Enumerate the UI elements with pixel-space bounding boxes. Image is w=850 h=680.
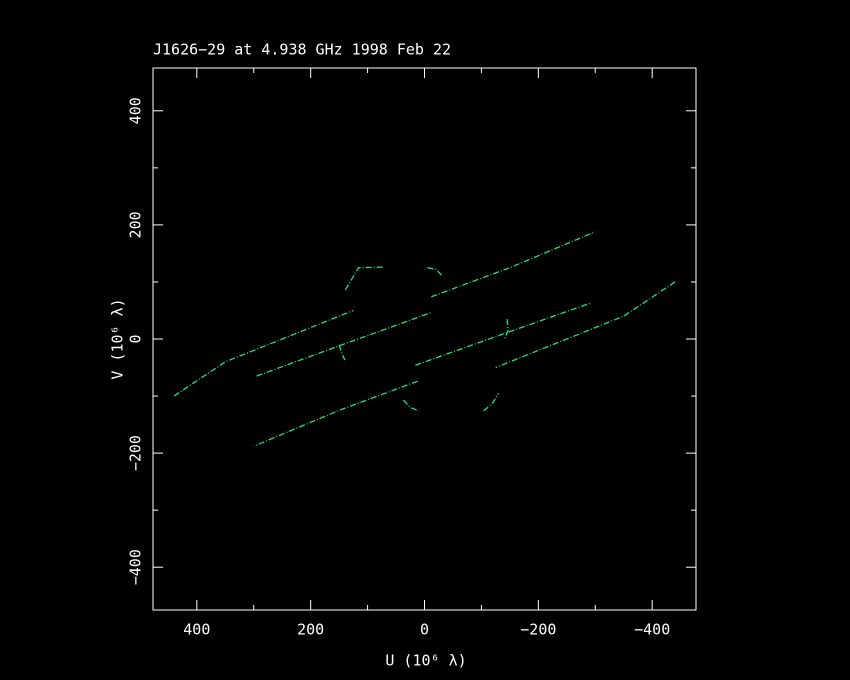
uv-track xyxy=(495,281,676,369)
y-tick-label: 400 xyxy=(127,97,145,124)
uv-track xyxy=(338,344,346,361)
x-tick-label: −400 xyxy=(634,621,670,639)
y-tick-label: −400 xyxy=(127,549,145,585)
uv-track xyxy=(503,318,509,341)
x-tick-label: 400 xyxy=(183,621,210,639)
y-tick-label: 0 xyxy=(127,334,145,343)
plot-frame xyxy=(152,67,697,611)
uv-track xyxy=(427,267,443,276)
x-tick-label: 200 xyxy=(297,621,324,639)
y-axis-label: V (10⁶ λ) xyxy=(109,298,127,379)
x-tick-label: −200 xyxy=(520,621,556,639)
uv-track xyxy=(415,302,591,366)
uv-track xyxy=(431,231,596,298)
x-tick-label: 0 xyxy=(420,621,429,639)
y-tick-label: −200 xyxy=(127,435,145,471)
uv-track xyxy=(483,392,500,412)
uv-track xyxy=(344,266,384,291)
uv-track xyxy=(173,309,354,397)
uv-track xyxy=(256,312,431,377)
uv-track xyxy=(402,399,420,412)
x-axis-label: U (10⁶ λ) xyxy=(385,652,466,670)
chart-title: J1626−29 at 4.938 GHz 1998 Feb 22 xyxy=(153,41,451,59)
y-tick-label: 200 xyxy=(127,211,145,238)
uv-track xyxy=(253,380,418,447)
